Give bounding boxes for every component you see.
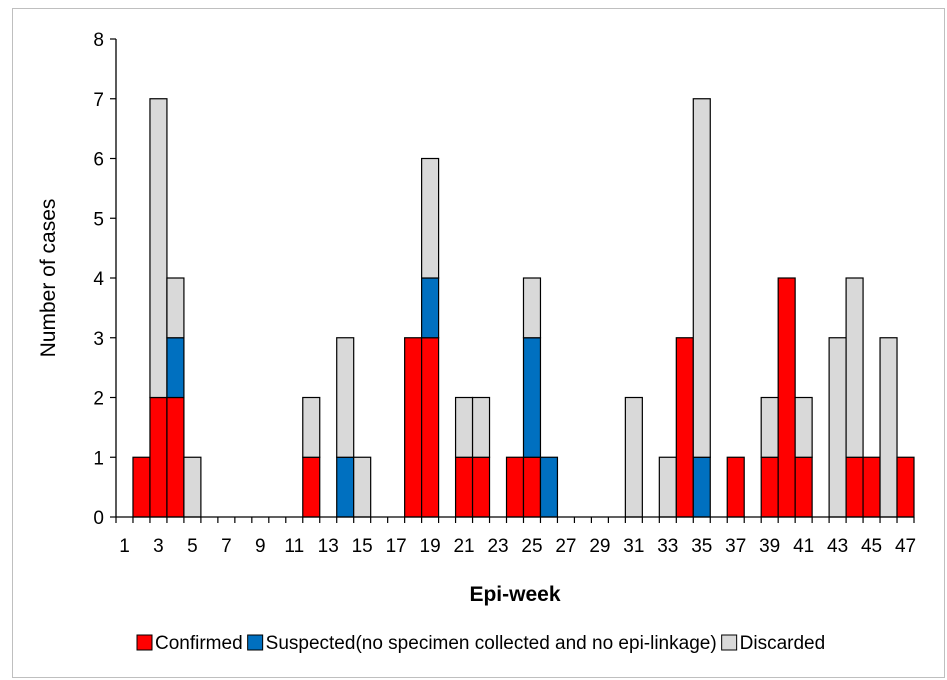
bar-segment-confirmed-week-19 <box>421 337 440 518</box>
x-tick-label: 17 <box>386 536 407 557</box>
bar-segment-confirmed-week-2 <box>132 456 151 518</box>
legend-label-discarded: Discarded <box>740 633 826 654</box>
x-tick-label: 31 <box>623 536 644 557</box>
bar-segment-confirmed-week-45 <box>862 456 881 518</box>
bar-segment-suspected-week-14 <box>336 456 355 518</box>
y-tick-label: 7 <box>93 90 104 111</box>
legend: Confirmed Suspected(no specimen collected… <box>136 633 826 654</box>
x-tick-label: 39 <box>759 536 780 557</box>
bar-segment-discarded-week-3 <box>149 98 168 399</box>
bar-segment-suspected-week-35 <box>692 456 711 518</box>
y-tick-label: 3 <box>93 329 104 350</box>
bar-segment-confirmed-week-47 <box>896 456 915 518</box>
axes-group <box>110 38 915 523</box>
x-tick-label: 11 <box>284 536 304 557</box>
x-tick-label: 23 <box>487 536 508 557</box>
bar-segment-confirmed-week-37 <box>726 456 745 518</box>
x-tick-label: 3 <box>153 536 164 557</box>
bar-segment-confirmed-week-22 <box>471 456 491 518</box>
x-tick-label: 37 <box>725 536 746 557</box>
x-tick-label: 29 <box>589 536 610 557</box>
bar-segment-confirmed-week-21 <box>454 456 474 518</box>
bar-segment-confirmed-week-44 <box>845 456 864 518</box>
bar-segment-discarded-week-19 <box>421 157 440 279</box>
bar-segment-confirmed-week-4 <box>166 396 185 518</box>
y-tick-label: 1 <box>93 448 104 469</box>
bars-group <box>132 98 915 518</box>
x-tick-label: 25 <box>521 536 542 557</box>
x-tick-label: 41 <box>793 536 814 557</box>
y-tick-label: 2 <box>93 389 104 410</box>
x-tick-label: 1 <box>119 536 130 557</box>
y-tick-labels: 0 1 2 3 4 5 6 7 8 <box>93 30 104 529</box>
bar-segment-discarded-week-12 <box>302 396 321 458</box>
legend-label-suspected: Suspected(no specimen collected and no e… <box>266 633 717 654</box>
y-tick-label: 6 <box>93 150 104 171</box>
x-tick-label: 45 <box>861 536 882 557</box>
x-tick-labels: 1 3 5 7 9 11 13 15 17 19 21 23 25 27 29 31 33 35 37 39 41 43 4… <box>119 536 916 557</box>
x-tick-label: 35 <box>691 536 712 557</box>
bar-segment-confirmed-week-40 <box>777 277 796 518</box>
bar-segment-suspected-week-4 <box>166 337 185 399</box>
bar-segment-confirmed-week-18 <box>404 337 423 518</box>
bar-segment-discarded-week-5 <box>183 456 202 518</box>
x-tick-label: 7 <box>221 536 232 557</box>
bar-segment-discarded-week-31 <box>624 396 643 518</box>
y-tick-label: 0 <box>93 508 104 529</box>
x-tick-label: 21 <box>453 536 474 557</box>
x-tick-label: 15 <box>352 536 373 557</box>
bar-segment-suspected-week-25 <box>522 337 542 458</box>
y-tick-label: 8 <box>93 30 104 51</box>
bar-segment-confirmed-week-41 <box>794 456 813 518</box>
bar-segment-suspected-week-19 <box>421 277 440 339</box>
x-tick-label: 27 <box>555 536 576 557</box>
bar-segment-discarded-week-41 <box>794 396 813 458</box>
legend-swatch-discarded <box>721 634 738 651</box>
legend-label-confirmed: Confirmed <box>155 633 243 654</box>
x-axis-title: Epi-week <box>469 583 560 606</box>
legend-swatch-suspected <box>247 634 264 651</box>
x-tick-label: 13 <box>318 536 339 557</box>
legend-swatch-confirmed <box>136 634 153 651</box>
bar-segment-suspected-week-26 <box>539 456 559 518</box>
bar-segment-discarded-week-43 <box>828 337 847 518</box>
y-tick-label: 4 <box>93 269 104 290</box>
bar-segment-discarded-week-35 <box>692 98 711 458</box>
bar-segment-confirmed-week-25 <box>522 456 542 518</box>
x-tick-label: 5 <box>187 536 198 557</box>
bar-segment-discarded-week-44 <box>845 277 864 458</box>
bar-segment-discarded-week-46 <box>879 337 898 518</box>
bar-segment-discarded-week-39 <box>760 396 779 458</box>
x-tick-label: 33 <box>657 536 678 557</box>
bar-segment-discarded-week-15 <box>353 456 372 518</box>
bar-segment-discarded-week-14 <box>336 337 355 458</box>
bar-segment-discarded-week-25 <box>522 277 542 339</box>
y-tick-label: 5 <box>93 209 104 230</box>
bar-segment-discarded-week-22 <box>471 396 491 458</box>
bar-segment-confirmed-week-12 <box>302 456 321 518</box>
x-tick-label: 47 <box>895 536 916 557</box>
x-tick-label: 43 <box>827 536 848 557</box>
bar-segment-discarded-week-21 <box>454 396 474 458</box>
bar-segment-discarded-week-33 <box>658 456 677 518</box>
y-axis-title: Number of cases <box>37 199 60 358</box>
bar-segment-discarded-week-4 <box>166 277 185 339</box>
bar-segment-confirmed-week-24 <box>505 456 525 518</box>
bar-segment-confirmed-week-3 <box>149 396 168 518</box>
bar-segment-confirmed-week-34 <box>675 337 694 518</box>
x-tick-label: 19 <box>420 536 441 557</box>
bar-segment-confirmed-week-39 <box>760 456 779 518</box>
x-tick-label: 9 <box>255 536 266 557</box>
